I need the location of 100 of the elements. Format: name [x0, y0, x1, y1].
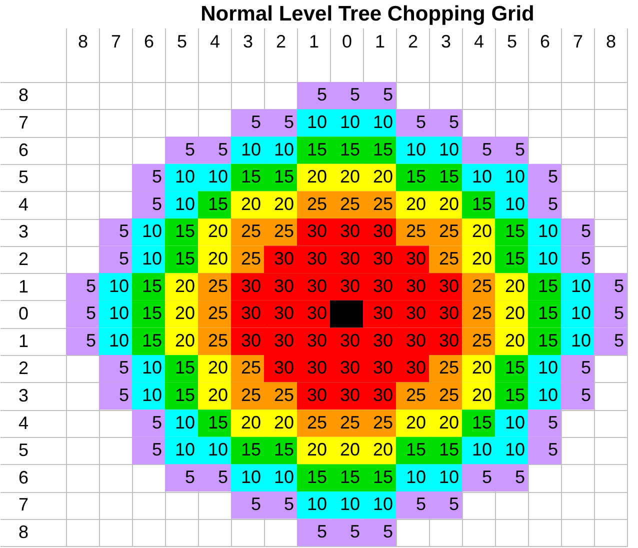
data-label: 10	[504, 412, 525, 432]
y-tick-label: 7	[18, 112, 28, 132]
data-label: 10	[538, 358, 558, 378]
data-label: 20	[340, 166, 360, 187]
x-tick-label: 6	[144, 32, 154, 52]
y-tick-label: 0	[18, 304, 28, 324]
data-label: 25	[274, 221, 294, 242]
data-label: 5	[152, 440, 162, 460]
data-label: 30	[306, 358, 327, 378]
data-label: 25	[274, 384, 294, 405]
data-label: 20	[340, 440, 360, 460]
y-tick-label: 5	[18, 167, 28, 188]
y-tick-label: 7	[18, 494, 28, 515]
data-label: 10	[108, 330, 129, 350]
data-label: 20	[472, 248, 492, 268]
data-label: 15	[174, 221, 195, 242]
data-label: 10	[108, 276, 129, 296]
x-tick-label: 1	[374, 32, 386, 52]
data-label: 10	[142, 221, 162, 242]
data-label: 20	[240, 194, 261, 214]
data-label: 10	[340, 112, 360, 132]
data-label: 20	[174, 303, 195, 324]
data-label: 10	[208, 166, 228, 187]
data-label: 15	[538, 303, 558, 324]
data-label: 25	[240, 358, 261, 378]
data-label: 5	[614, 303, 624, 324]
data-label: 5	[118, 358, 129, 378]
x-tick-label: 2	[276, 32, 286, 52]
data-label: 5	[448, 494, 459, 514]
data-label: 30	[372, 248, 393, 268]
data-label: 10	[406, 466, 426, 487]
data-label: 15	[174, 358, 195, 378]
data-label: 15	[306, 139, 327, 160]
data-label: 25	[306, 412, 327, 432]
data-label: 25	[472, 276, 492, 296]
y-tick-label: 6	[18, 467, 28, 488]
data-label: 5	[448, 112, 459, 132]
data-label: 30	[306, 384, 327, 405]
data-label: 30	[240, 276, 261, 296]
data-label: 30	[372, 330, 393, 350]
data-label: 10	[570, 330, 591, 350]
data-label: 10	[240, 139, 261, 160]
data-label: 25	[472, 303, 492, 324]
data-label: 15	[372, 466, 393, 487]
data-label: 25	[340, 412, 360, 432]
data-label: 5	[86, 303, 96, 324]
data-label: 5	[152, 412, 162, 432]
data-label: 30	[406, 276, 426, 296]
x-tick-label: 7	[572, 32, 584, 52]
data-label: 15	[142, 330, 162, 350]
data-label: 25	[438, 358, 459, 378]
data-label: 30	[438, 303, 459, 324]
data-label: 15	[274, 166, 294, 187]
data-label: 15	[340, 466, 360, 487]
data-label: 10	[174, 440, 195, 460]
data-label: 20	[472, 384, 492, 405]
data-label: 20	[438, 194, 459, 214]
data-label: 20	[406, 194, 426, 214]
data-label: 15	[142, 303, 162, 324]
data-label: 5	[548, 440, 558, 460]
data-label: 15	[406, 166, 426, 187]
data-label: 10	[438, 139, 459, 160]
data-label: 10	[538, 248, 558, 268]
data-label: 20	[208, 358, 228, 378]
data-label: 5	[86, 330, 96, 350]
x-tick-label: 3	[242, 32, 254, 52]
data-label: 10	[504, 440, 525, 460]
data-label: 5	[580, 358, 591, 378]
data-label: 30	[340, 248, 360, 268]
data-label: 5	[350, 84, 360, 105]
data-label: 25	[438, 221, 459, 242]
data-label: 5	[514, 466, 525, 487]
data-label: 10	[504, 194, 525, 214]
data-label: 25	[438, 384, 459, 405]
data-label: 10	[174, 166, 195, 187]
y-tick-label: 6	[18, 140, 28, 160]
data-label: 25	[208, 303, 228, 324]
data-label: 10	[372, 112, 393, 132]
data-label: 5	[350, 521, 360, 542]
data-label: 5	[284, 494, 294, 514]
data-label: 10	[306, 112, 327, 132]
data-label: 5	[218, 466, 228, 487]
data-label: 5	[152, 166, 162, 187]
data-label: 10	[538, 221, 558, 242]
y-tick-label: 8	[18, 85, 28, 106]
data-label: 5	[184, 466, 195, 487]
data-label: 30	[306, 303, 327, 324]
data-label: 10	[306, 494, 327, 514]
data-label: 5	[382, 521, 393, 542]
data-label: 15	[142, 276, 162, 296]
data-label: 15	[504, 384, 525, 405]
data-label: 10	[372, 494, 393, 514]
data-label: 5	[580, 248, 591, 268]
data-label: 30	[372, 276, 393, 296]
data-label: 20	[174, 276, 195, 296]
x-tick-label: 7	[110, 32, 122, 52]
chart-title: Normal Level Tree Chopping Grid	[200, 2, 534, 26]
data-label: 20	[274, 412, 294, 432]
data-label: 5	[118, 248, 129, 268]
data-label: 30	[306, 221, 327, 242]
